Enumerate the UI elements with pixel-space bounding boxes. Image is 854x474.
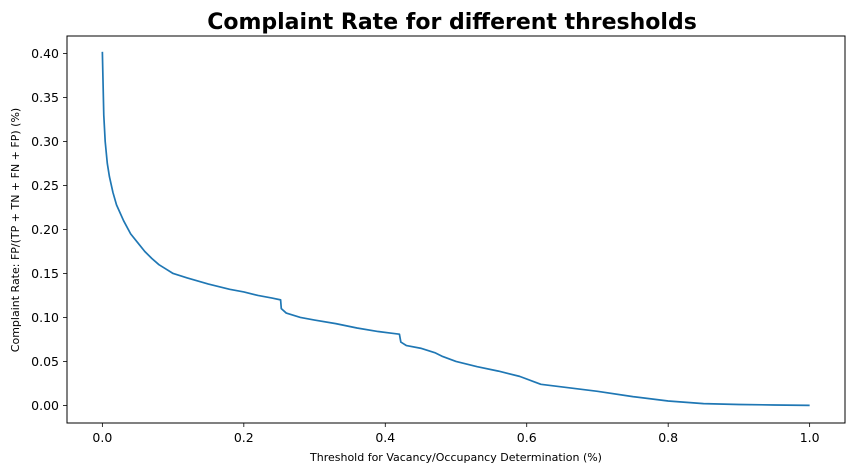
y-tick-label: 0.25 (31, 178, 59, 193)
y-tick-label: 0.20 (31, 222, 59, 237)
chart-title: Complaint Rate for different thresholds (207, 10, 697, 35)
x-tick-label: 0.2 (234, 430, 254, 445)
y-axis-label: Complaint Rate: FP/(TP + TN + FN + FP) (… (9, 108, 22, 352)
y-tick-label: 0.40 (31, 46, 59, 61)
x-tick-label: 0.8 (658, 430, 678, 445)
y-tick-label: 0.10 (31, 310, 59, 325)
y-tick-label: 0.15 (31, 266, 59, 281)
y-tick-label: 0.00 (31, 398, 59, 413)
series-line (101, 51, 810, 407)
plot-frame (66, 35, 846, 424)
y-tick-label: 0.05 (31, 354, 59, 369)
x-tick-label: 0.0 (92, 430, 112, 445)
x-axis-label: Threshold for Vacancy/Occupancy Determin… (309, 451, 602, 464)
x-tick-label: 0.6 (517, 430, 537, 445)
x-tick-label: 0.4 (375, 430, 395, 445)
ticks-layer: 0.0 0.2 0.4 0.6 0.8 1.0 0.00 0.05 0.10 0.15 0.20 0.… (31, 46, 819, 445)
y-tick-label: 0.35 (31, 90, 59, 105)
y-tick-label: 0.30 (31, 134, 59, 149)
x-tick-label: 1.0 (800, 430, 820, 445)
